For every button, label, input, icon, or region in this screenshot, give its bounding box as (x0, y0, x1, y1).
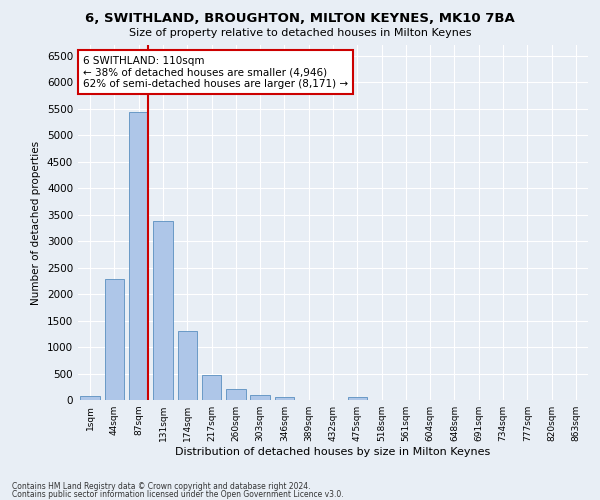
Bar (275, 398, 294, 400)
Bar (250, 395, 270, 400)
Bar (202, 375, 221, 400)
Text: 6, SWITHLAND, BROUGHTON, MILTON KEYNES, MK10 7BA: 6, SWITHLAND, BROUGHTON, MILTON KEYNES, … (85, 12, 515, 26)
Text: Contains public sector information licensed under the Open Government Licence v3: Contains public sector information licen… (12, 490, 344, 499)
X-axis label: Distribution of detached houses by size in Milton Keynes: Distribution of detached houses by size … (175, 447, 491, 457)
Text: Size of property relative to detached houses in Milton Keynes: Size of property relative to detached ho… (129, 28, 471, 38)
Y-axis label: Number of detached properties: Number of detached properties (31, 140, 41, 304)
Bar (347, 397, 367, 400)
Bar (129, 112, 148, 400)
Bar (80, 396, 100, 400)
Bar (153, 221, 173, 400)
Text: Contains HM Land Registry data © Crown copyright and database right 2024.: Contains HM Land Registry data © Crown c… (12, 482, 311, 491)
Bar (178, 330, 197, 400)
Text: 6 SWITHLAND: 110sqm
← 38% of detached houses are smaller (4,946)
62% of semi-det: 6 SWITHLAND: 110sqm ← 38% of detached ho… (83, 56, 348, 89)
Bar (105, 279, 124, 400)
Bar (226, 388, 245, 400)
